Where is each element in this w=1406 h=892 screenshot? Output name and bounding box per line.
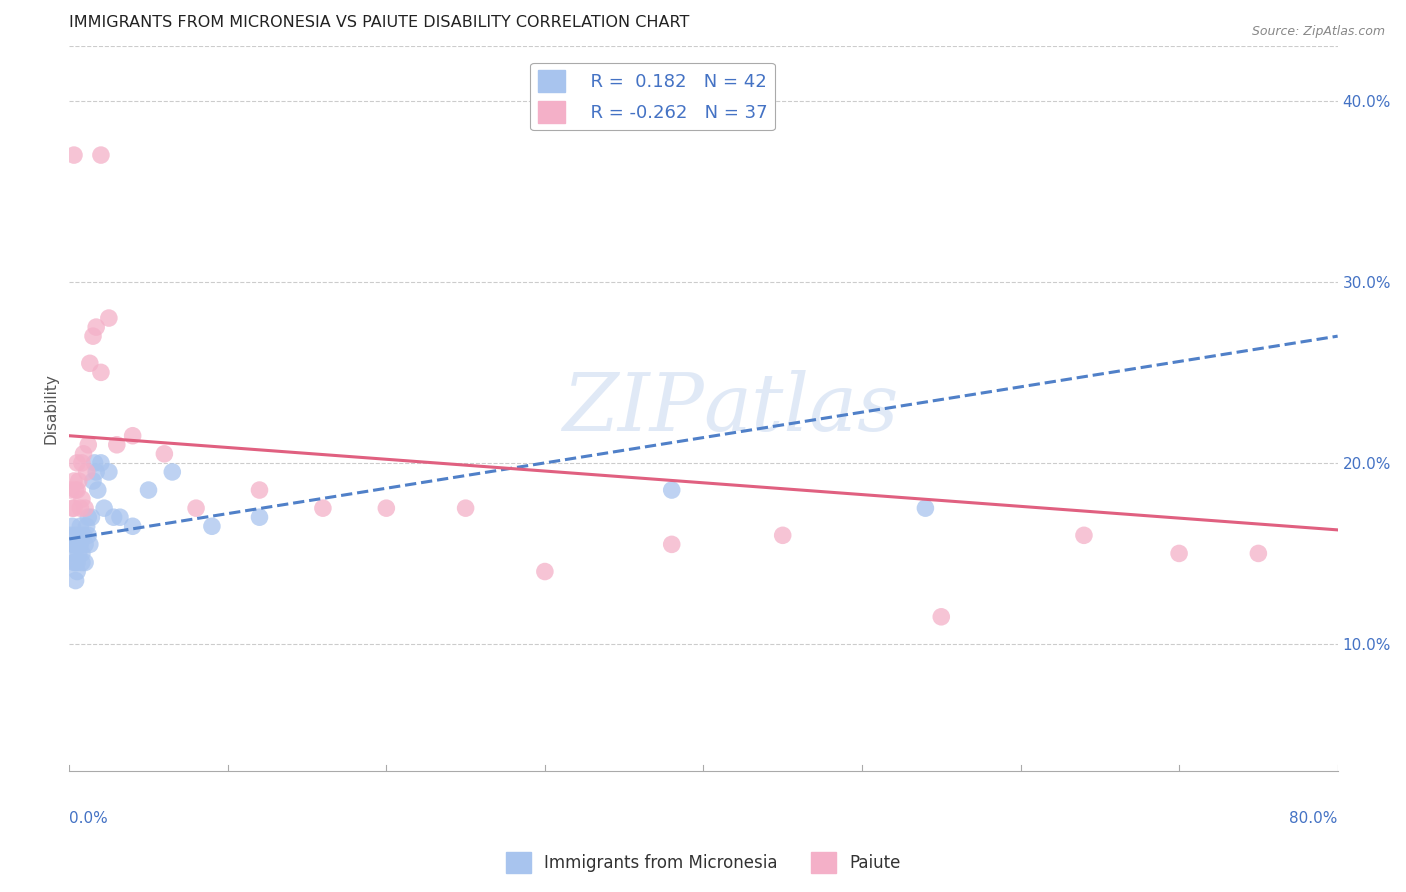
Text: atlas: atlas <box>703 370 898 447</box>
Point <box>87 483 110 497</box>
Point <box>454 501 477 516</box>
Point <box>66 483 89 497</box>
Point <box>162 465 184 479</box>
Point <box>75 537 97 551</box>
Point <box>76 519 98 533</box>
Point <box>184 501 207 516</box>
Text: Source: ZipAtlas.com: Source: ZipAtlas.com <box>1251 25 1385 38</box>
Text: ZIP: ZIP <box>561 370 703 447</box>
Point <box>60 537 83 551</box>
Point <box>77 510 100 524</box>
Point <box>90 456 112 470</box>
Point <box>63 474 86 488</box>
Point <box>59 483 82 497</box>
Y-axis label: Disability: Disability <box>44 373 58 444</box>
Point <box>534 565 557 579</box>
Point <box>67 474 90 488</box>
Point <box>772 528 794 542</box>
Point <box>63 556 86 570</box>
Point <box>929 609 952 624</box>
Point <box>201 519 224 533</box>
Point <box>121 519 143 533</box>
Point <box>84 320 107 334</box>
Point <box>63 546 86 560</box>
Point <box>914 501 936 516</box>
Point <box>82 474 104 488</box>
Point <box>72 528 94 542</box>
Point <box>82 329 104 343</box>
Point <box>79 537 101 551</box>
Point <box>80 510 103 524</box>
Point <box>76 465 98 479</box>
Point <box>1073 528 1095 542</box>
Point <box>70 556 93 570</box>
Point <box>153 447 176 461</box>
Point <box>97 465 120 479</box>
Point <box>1168 546 1191 560</box>
Point <box>72 447 94 461</box>
Point <box>375 501 398 516</box>
Point <box>69 537 91 551</box>
Point <box>1247 546 1270 560</box>
Point <box>65 483 87 497</box>
Point <box>77 438 100 452</box>
Point <box>138 483 160 497</box>
Point <box>69 501 91 516</box>
Point <box>60 519 83 533</box>
Text: IMMIGRANTS FROM MICRONESIA VS PAIUTE DISABILITY CORRELATION CHART: IMMIGRANTS FROM MICRONESIA VS PAIUTE DIS… <box>69 15 689 30</box>
Point <box>70 456 93 470</box>
Point <box>108 510 131 524</box>
Point <box>66 537 89 551</box>
Point <box>63 148 86 162</box>
Point <box>79 356 101 370</box>
Point <box>63 537 86 551</box>
Point <box>84 465 107 479</box>
Point <box>66 456 89 470</box>
Text: 80.0%: 80.0% <box>1289 811 1337 825</box>
Point <box>59 528 82 542</box>
Point <box>75 556 97 570</box>
Point <box>90 148 112 162</box>
Point <box>97 311 120 326</box>
Point <box>70 546 93 560</box>
Point <box>67 546 90 560</box>
Point <box>65 574 87 588</box>
Point <box>63 501 86 516</box>
Point <box>60 501 83 516</box>
Point <box>105 438 128 452</box>
Legend: Immigrants from Micronesia, Paiute: Immigrants from Micronesia, Paiute <box>499 846 907 880</box>
Point <box>103 510 125 524</box>
Point <box>93 501 115 516</box>
Point <box>312 501 335 516</box>
Point <box>70 492 93 507</box>
Point <box>661 483 683 497</box>
Point <box>77 528 100 542</box>
Point <box>67 537 90 551</box>
Point <box>65 528 87 542</box>
Point <box>661 537 683 551</box>
Point <box>90 365 112 379</box>
Point <box>249 483 271 497</box>
Point <box>65 556 87 570</box>
Point <box>121 428 143 442</box>
Legend:   R =  0.182   N = 42,   R = -0.262   N = 37: R = 0.182 N = 42, R = -0.262 N = 37 <box>530 62 775 130</box>
Point <box>66 556 89 570</box>
Text: 0.0%: 0.0% <box>69 811 108 825</box>
Point <box>66 565 89 579</box>
Point <box>75 501 97 516</box>
Point <box>83 456 105 470</box>
Point <box>69 519 91 533</box>
Point <box>249 510 271 524</box>
